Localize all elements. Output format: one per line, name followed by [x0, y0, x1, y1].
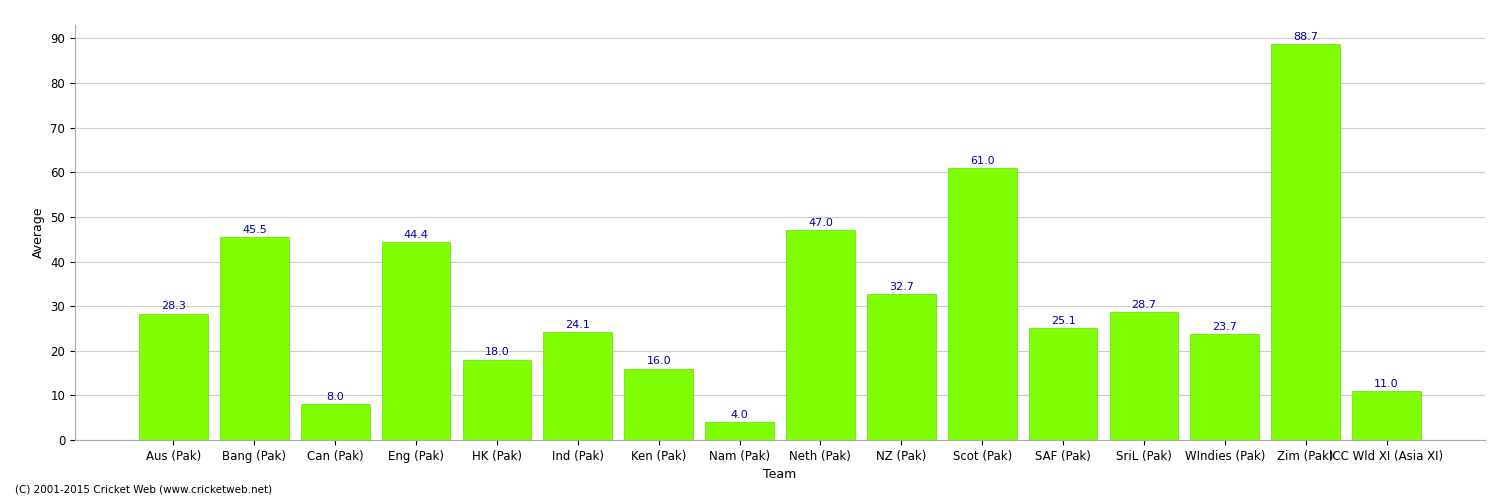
Bar	[1191, 334, 1258, 440]
Text: 28.3: 28.3	[160, 302, 186, 312]
Bar	[1272, 44, 1340, 440]
Text: 18.0: 18.0	[484, 348, 510, 358]
Bar	[140, 314, 208, 440]
Text: 47.0: 47.0	[808, 218, 832, 228]
Text: 45.5: 45.5	[242, 224, 267, 234]
Text: 44.4: 44.4	[404, 230, 429, 239]
Bar	[624, 368, 693, 440]
Bar	[1029, 328, 1098, 440]
Text: 24.1: 24.1	[566, 320, 591, 330]
Text: 23.7: 23.7	[1212, 322, 1237, 332]
Bar	[302, 404, 369, 440]
Text: 88.7: 88.7	[1293, 32, 1318, 42]
Bar	[220, 237, 288, 440]
Bar	[705, 422, 774, 440]
Text: 4.0: 4.0	[730, 410, 748, 420]
Text: 11.0: 11.0	[1374, 378, 1400, 388]
Bar	[1110, 312, 1179, 440]
Bar	[543, 332, 612, 440]
Text: 25.1: 25.1	[1050, 316, 1076, 326]
Y-axis label: Average: Average	[32, 207, 45, 258]
Text: (C) 2001-2015 Cricket Web (www.cricketweb.net): (C) 2001-2015 Cricket Web (www.cricketwe…	[15, 485, 272, 495]
Bar	[462, 360, 531, 440]
Bar	[1352, 391, 1420, 440]
Bar	[786, 230, 855, 440]
Bar	[948, 168, 1017, 440]
Text: 28.7: 28.7	[1131, 300, 1156, 310]
Text: 16.0: 16.0	[646, 356, 670, 366]
Text: 8.0: 8.0	[327, 392, 344, 402]
Bar	[867, 294, 936, 440]
X-axis label: Team: Team	[764, 468, 796, 481]
Bar	[381, 242, 450, 440]
Text: 61.0: 61.0	[970, 156, 994, 166]
Text: 32.7: 32.7	[890, 282, 914, 292]
